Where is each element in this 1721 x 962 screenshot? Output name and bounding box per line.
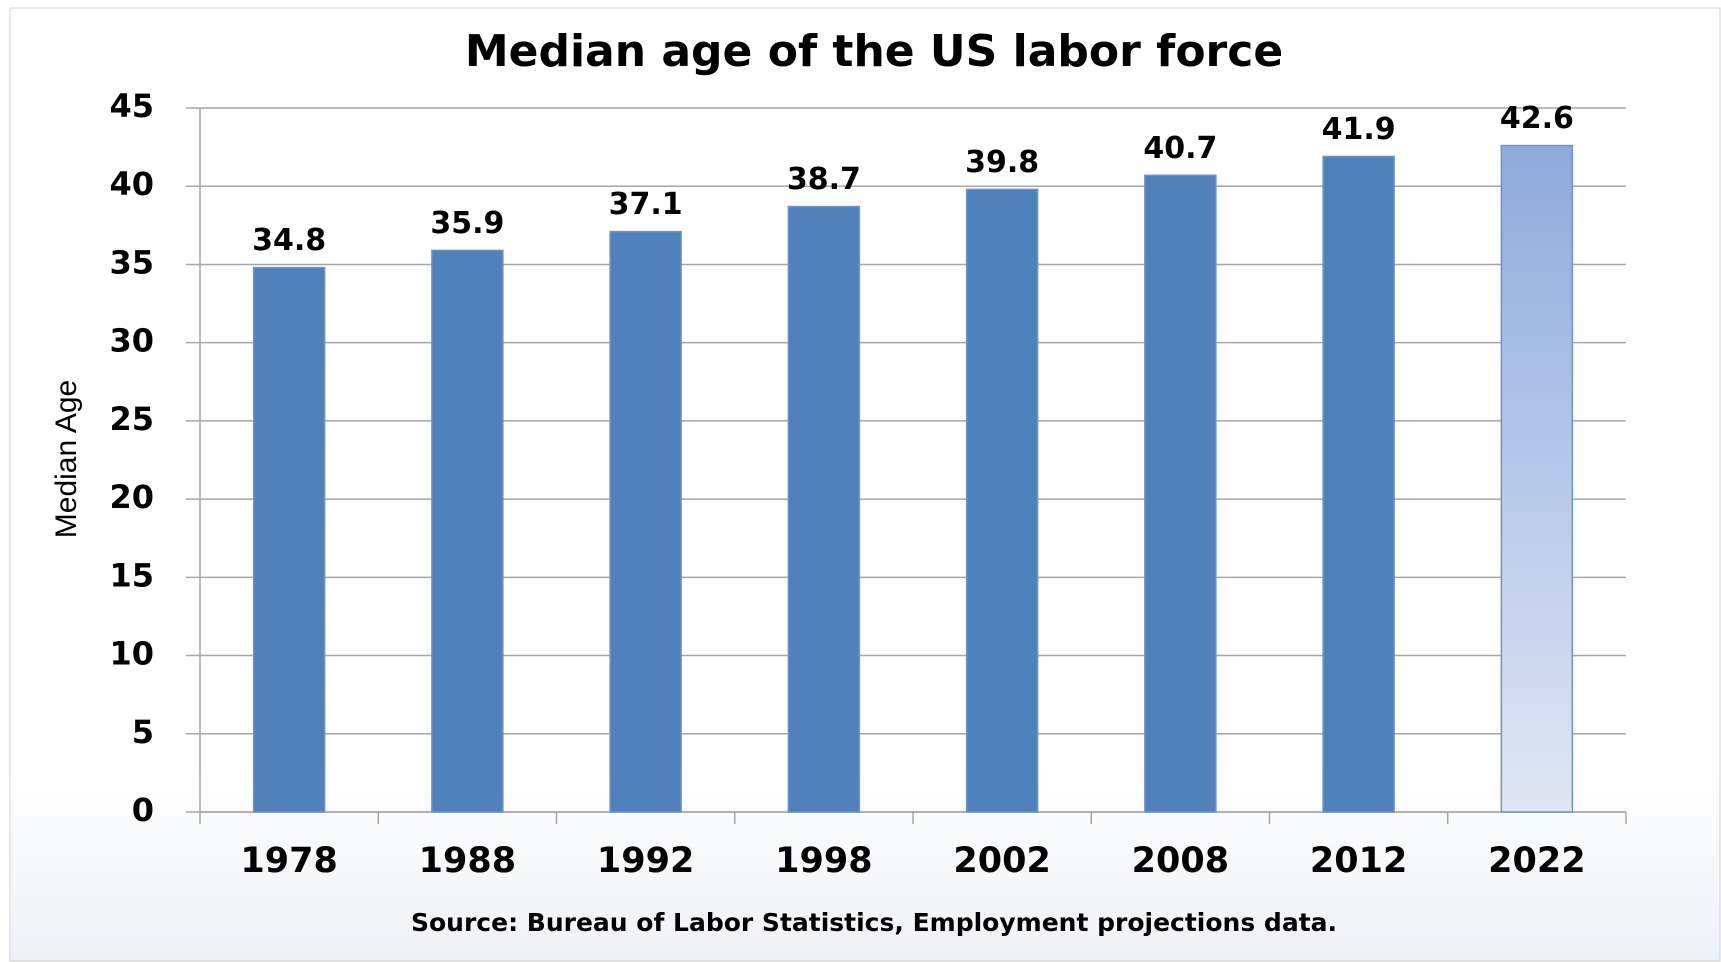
data-label: 41.9 <box>1322 112 1396 147</box>
data-label: 40.7 <box>1143 131 1217 166</box>
y-tick-label: 10 <box>109 635 154 673</box>
x-tick-label: 2012 <box>1310 841 1407 881</box>
y-tick-label: 40 <box>109 165 154 203</box>
x-tick-label: 1988 <box>419 841 516 881</box>
data-label: 35.9 <box>430 206 504 241</box>
y-tick-label: 30 <box>109 322 154 360</box>
x-tick-label: 2008 <box>1132 841 1229 881</box>
x-tick-label: 2022 <box>1488 841 1585 881</box>
data-label: 39.8 <box>965 145 1039 180</box>
y-tick-label: 0 <box>132 791 154 829</box>
data-label: 37.1 <box>609 187 683 222</box>
y-tick-label: 20 <box>109 478 154 516</box>
y-axis-label: Median Age <box>50 380 83 538</box>
bar <box>252 266 326 813</box>
y-tick-label: 45 <box>109 87 154 125</box>
x-tick-label: 1978 <box>240 841 337 881</box>
data-label: 34.8 <box>252 223 326 258</box>
data-label: 38.7 <box>787 162 861 197</box>
bar <box>609 230 682 813</box>
chart-title: Median age of the US labor force <box>465 26 1283 77</box>
bar <box>1500 144 1574 813</box>
bar <box>1144 174 1217 813</box>
bar <box>431 249 504 813</box>
source-note: Source: Bureau of Labor Statistics, Empl… <box>411 908 1337 937</box>
x-tick-label: 2002 <box>953 841 1050 881</box>
x-tick-label: 1998 <box>775 841 872 881</box>
x-tick-label: 1992 <box>597 841 694 881</box>
y-tick-label: 15 <box>109 556 154 594</box>
data-label: 42.6 <box>1500 101 1574 136</box>
bar <box>787 205 861 813</box>
bar <box>1322 155 1395 813</box>
y-tick-label: 35 <box>109 243 154 281</box>
y-tick-label: 5 <box>132 713 154 751</box>
bar <box>965 188 1039 813</box>
y-tick-label: 25 <box>109 400 154 438</box>
